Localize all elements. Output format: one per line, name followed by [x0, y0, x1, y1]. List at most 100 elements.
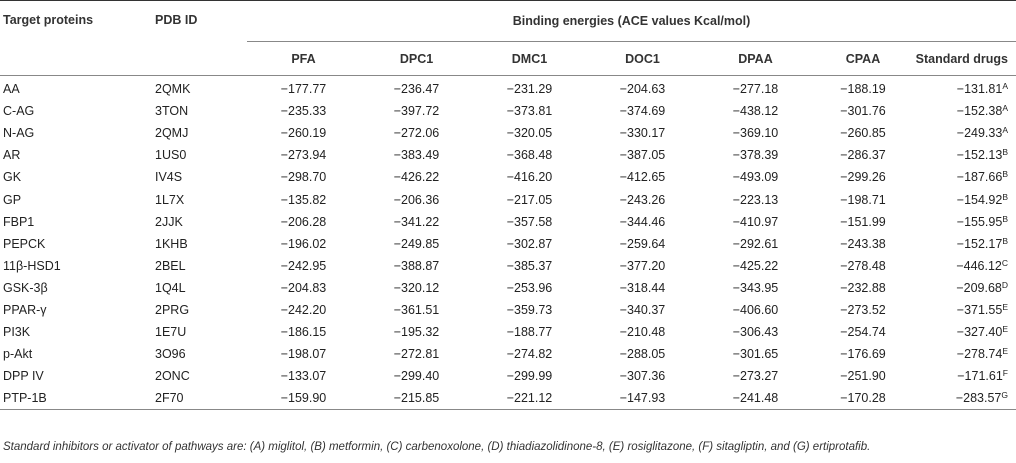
standard-drug-value: −152.13: [956, 148, 1003, 163]
table-row: GP 1L7X −135.82 −206.36 −217.05 −243.26 −223.1…: [0, 188, 1016, 210]
cell-binding-energy: −383.49: [393, 148, 440, 163]
cell-binding-energy: −235.33: [280, 104, 327, 119]
table-row: AR 1US0 −273.94 −383.49 −368.48 −387.05 −378.3…: [0, 144, 1016, 166]
cell-binding-energy: −232.88: [840, 280, 886, 295]
cell-binding-energy: −301.76: [840, 104, 886, 119]
standard-drug-value: −371.55: [956, 302, 1003, 317]
cell-binding-energy: −176.69: [840, 347, 886, 362]
cell-binding-energy: −299.26: [840, 170, 886, 185]
cell-binding-energy: −186.15: [280, 325, 327, 340]
table-row: PEPCK 1KHB −196.02 −249.85 −302.87 −259.64 −29…: [0, 233, 1016, 255]
cell-standard-drug: −171.61F: [914, 365, 1016, 387]
cell-binding-energy: −170.28: [812, 387, 914, 411]
standard-drug-value: −131.81: [956, 82, 1003, 97]
cell-binding-energy: −221.12: [473, 387, 586, 411]
cell-binding-energy: −340.37: [619, 302, 666, 317]
cell-target-protein: PPAR-γ: [3, 302, 47, 317]
cell-binding-energy: −357.58: [506, 214, 553, 229]
cell-binding-energy: −302.87: [506, 236, 553, 251]
cell-pdb-id: 2JJK: [155, 214, 183, 229]
cell-standard-drug: −131.81A: [914, 76, 1016, 101]
cell-binding-energy: −206.36: [393, 192, 440, 207]
cell-binding-energy: −341.22: [393, 214, 440, 229]
standard-drug-footnote-marker: A: [1002, 81, 1008, 92]
standard-drug-value: −283.57: [955, 391, 1002, 406]
standard-drug-value: −249.33: [956, 126, 1003, 141]
standard-drug-footnote-marker: A: [1002, 103, 1008, 114]
cell-target-protein: GK: [3, 170, 22, 185]
standard-drug-footnote-marker: A: [1002, 125, 1008, 136]
cell-pdb-id: 1L7X: [155, 192, 185, 207]
table-row: GSK-3β 1Q4L −204.83 −320.12 −253.96 −318.44 −3…: [0, 277, 1016, 299]
cell-binding-energy: −425.22: [732, 258, 779, 273]
cell-binding-energy: −307.36: [619, 369, 666, 384]
cell-target-protein: N-AG: [3, 126, 35, 141]
cell-binding-energy: −135.82: [280, 192, 327, 207]
subheader-row: PFA DPC1 DMC1 DOC1 DPAA CPAA Standard drugs: [0, 41, 1016, 76]
cell-binding-energy: −374.69: [619, 104, 666, 119]
standard-drug-footnote-marker: B: [1002, 169, 1008, 180]
cell-binding-energy: −204.83: [280, 280, 327, 295]
cell-binding-energy: −378.39: [732, 148, 779, 163]
cell-pdb-id: 2BEL: [155, 258, 186, 273]
column-header: CPAA: [812, 41, 914, 76]
cell-binding-energy: −299.99: [506, 369, 553, 384]
cell-binding-energy: −274.82: [506, 347, 553, 362]
cell-binding-energy: −320.12: [393, 280, 440, 295]
cell-binding-energy: −260.19: [280, 126, 327, 141]
cell-target-protein: GSK-3β: [3, 280, 48, 295]
column-header: PFA: [247, 41, 360, 76]
cell-binding-energy: −412.65: [619, 170, 666, 185]
cell-standard-drug: −446.12C: [914, 255, 1016, 277]
cell-binding-energy: −272.81: [393, 347, 440, 362]
table-row: PI3K 1E7U −186.15 −195.32 −188.77 −210.48 −306…: [0, 321, 1016, 343]
cell-standard-drug: −209.68D: [914, 277, 1016, 299]
cell-binding-energy: −416.20: [506, 170, 553, 185]
cell-binding-energy: −368.48: [506, 148, 553, 163]
standard-drug-value: −152.17: [956, 236, 1003, 251]
cell-binding-energy: −196.02: [280, 236, 327, 251]
cell-binding-energy: −188.19: [840, 82, 886, 97]
cell-binding-energy: −410.97: [732, 214, 779, 229]
cell-binding-energy: −387.05: [619, 148, 666, 163]
cell-binding-energy: −288.05: [619, 347, 666, 362]
table-footnote: Standard inhibitors or activator of path…: [3, 441, 871, 453]
standard-drug-value: −152.38: [956, 104, 1003, 119]
cell-binding-energy: −188.77: [506, 325, 553, 340]
cell-pdb-id: 3TON: [155, 104, 189, 119]
cell-standard-drug: −371.55E: [914, 299, 1016, 321]
column-header: DMC1: [473, 41, 586, 76]
standard-drug-value: −155.95: [956, 214, 1003, 229]
column-header: DOC1: [586, 41, 699, 76]
cell-target-protein: GP: [3, 192, 22, 207]
cell-binding-energy: −206.28: [280, 214, 327, 229]
standard-drug-value: −187.66: [956, 170, 1003, 185]
cell-binding-energy: −242.20: [280, 302, 327, 317]
cell-binding-energy: −241.48: [699, 387, 812, 411]
cell-binding-energy: −253.96: [506, 280, 553, 295]
cell-standard-drug: −327.40E: [914, 321, 1016, 343]
standard-drug-value: −278.74: [956, 347, 1003, 362]
cell-target-protein: p-Akt: [3, 347, 33, 362]
cell-standard-drug: −152.38A: [914, 100, 1016, 122]
cell-binding-energy: −369.10: [732, 126, 779, 141]
standard-drug-footnote-marker: E: [1002, 346, 1008, 357]
cell-standard-drug: −152.17B: [914, 233, 1016, 255]
cell-binding-energy: −385.37: [506, 258, 553, 273]
cell-binding-energy: −151.99: [840, 214, 886, 229]
cell-binding-energy: −272.06: [393, 126, 440, 141]
cell-binding-energy: −320.05: [506, 126, 553, 141]
cell-binding-energy: −198.71: [840, 192, 886, 207]
standard-drug-footnote-marker: G: [1001, 390, 1008, 401]
cell-pdb-id: 1US0: [155, 148, 187, 163]
header-target-proteins: Target proteins: [0, 0, 152, 76]
cell-standard-drug: −152.13B: [914, 144, 1016, 166]
cell-binding-energy: −236.47: [393, 82, 440, 97]
cell-standard-drug: −154.92B: [914, 188, 1016, 210]
cell-binding-energy: −306.43: [732, 325, 779, 340]
cell-binding-energy: −260.85: [840, 126, 886, 141]
cell-binding-energy: −343.95: [732, 280, 779, 295]
table-row: DPP IV 2ONC −133.07 −299.40 −299.99 −307.36 −2…: [0, 365, 1016, 387]
standard-drug-footnote-marker: B: [1002, 147, 1008, 158]
